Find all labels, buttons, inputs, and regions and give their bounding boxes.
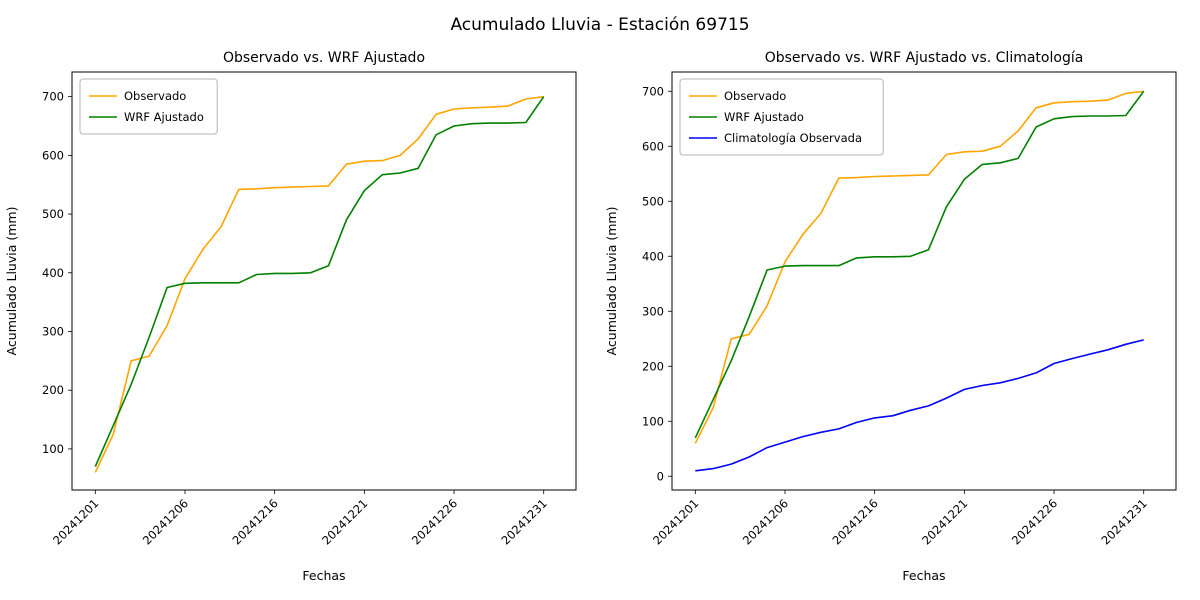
series-line-wrf-ajustado	[694, 90, 1145, 439]
figure-title: Acumulado Lluvia - Estación 69715	[450, 15, 750, 35]
y-tick-label: 0	[657, 469, 664, 483]
subplot-title: Observado vs. WRF Ajustado	[223, 50, 425, 66]
x-tick-label: 20241206	[140, 496, 191, 547]
legend-label: Climatología Observada	[724, 131, 862, 145]
y-tick-label: 600	[42, 148, 64, 162]
charts-row: Observado vs. WRF Ajustado 100 200 300 400 50…	[0, 44, 1200, 600]
legend-box	[79, 78, 218, 135]
y-tick-label: 500	[642, 194, 664, 208]
y-axis: 0 100 200 300 400 500 600 700	[642, 84, 672, 483]
legend: Observado WRF Ajustado Climatología Observ…	[679, 78, 884, 156]
y-tick-label: 100	[642, 414, 664, 428]
x-tick-label: 20241206	[740, 496, 791, 547]
x-axis-label: Fechas	[902, 568, 945, 583]
x-tick-label: 20241201	[50, 496, 101, 547]
y-tick-label: 700	[42, 90, 64, 104]
x-tick-label: 20241216	[829, 496, 880, 547]
series-line-observado	[694, 90, 1144, 444]
series-line-wrf-ajustado	[94, 96, 545, 467]
plot-border	[71, 71, 577, 491]
x-axis: 20241201 20241206 20241216 20241221 20241226…	[650, 490, 1150, 548]
x-tick-label: 20241231	[1099, 496, 1150, 547]
y-tick-label: 600	[642, 139, 664, 153]
y-tick-label: 300	[42, 325, 64, 339]
legend-label: Observado	[124, 89, 186, 103]
x-tick-label: 20241231	[499, 496, 550, 547]
plot-border	[671, 71, 1177, 491]
y-axis-label: Acumulado Lluvia (mm)	[4, 207, 19, 356]
y-tick-label: 400	[42, 266, 64, 280]
x-tick-label: 20241226	[409, 496, 460, 547]
legend-label: WRF Ajustado	[124, 110, 204, 124]
y-axis-label: Acumulado Lluvia (mm)	[604, 207, 619, 356]
y-tick-label: 700	[642, 84, 664, 98]
series-line-climatolog-a-observada	[695, 339, 1144, 472]
x-tick-label: 20241216	[229, 496, 280, 547]
x-tick-label: 20241201	[650, 496, 701, 547]
y-tick-label: 500	[42, 207, 64, 221]
subplot-title: Observado vs. WRF Ajustado vs. Climatolo…	[765, 50, 1084, 66]
series-line-observado	[94, 95, 544, 473]
y-tick-label: 100	[42, 442, 64, 456]
x-tick-label: 20241226	[1009, 496, 1060, 547]
y-axis: 100 200 300 400 500 600 700	[42, 90, 72, 456]
x-axis-label: Fechas	[302, 568, 345, 583]
legend-box	[679, 78, 884, 156]
x-tick-label: 20241221	[919, 496, 970, 547]
left-chart: Observado vs. WRF Ajustado 100 200 300 400 50…	[4, 50, 577, 583]
legend: Observado WRF Ajustado	[79, 78, 218, 135]
y-tick-label: 200	[42, 383, 64, 397]
y-tick-label: 200	[642, 359, 664, 373]
y-tick-label: 400	[642, 249, 664, 263]
legend-label: WRF Ajustado	[724, 110, 804, 124]
y-tick-label: 300	[642, 304, 664, 318]
x-axis: 20241201 20241206 20241216 20241221 20241226…	[50, 490, 550, 548]
right-chart: Observado vs. WRF Ajustado vs. Climatolo…	[604, 50, 1177, 583]
x-tick-label: 20241221	[319, 496, 370, 547]
legend-label: Observado	[724, 89, 786, 103]
